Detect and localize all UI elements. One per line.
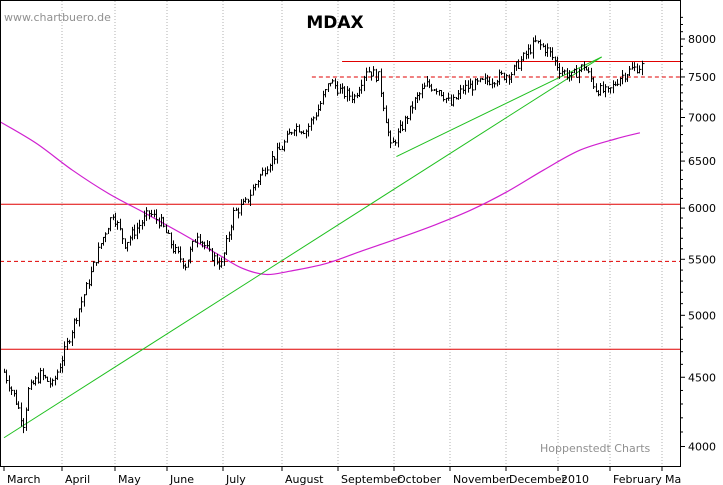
plot-frame bbox=[0, 0, 681, 467]
y-tick-label: 7000 bbox=[688, 112, 716, 125]
price-layer bbox=[4, 35, 645, 434]
x-tick-label: September bbox=[341, 473, 402, 485]
moving-average-layer bbox=[0, 121, 641, 276]
y-tick-label: 6500 bbox=[688, 155, 716, 168]
y-axis: 4000 4500 5000 5500 6000 6500 7000 7500 8000 bbox=[680, 16, 716, 454]
x-tick-label: August bbox=[285, 473, 324, 485]
trendline bbox=[3, 56, 602, 439]
x-axis: March April May June July August SeptemberOcto… bbox=[3, 466, 681, 485]
y-tick-label: 5500 bbox=[688, 253, 716, 266]
credit-label: Hoppenstedt Charts bbox=[540, 442, 651, 455]
y-tick-label: 6000 bbox=[688, 202, 716, 215]
y-tick-label: 8000 bbox=[688, 33, 716, 46]
y-tick-label: 7500 bbox=[688, 71, 716, 84]
y-tick-label: 5000 bbox=[688, 309, 716, 322]
x-tick-label: Ma bbox=[665, 473, 681, 485]
chart-title: MDAX bbox=[306, 13, 363, 33]
horizontal-lines bbox=[0, 60, 680, 350]
moving-average-line bbox=[0, 121, 641, 276]
x-tick-label: December bbox=[509, 473, 567, 485]
x-tick-label: March bbox=[7, 473, 41, 485]
x-tick-label: November bbox=[453, 473, 511, 485]
y-tick-label: 4500 bbox=[688, 371, 716, 384]
x-tick-label: May bbox=[118, 473, 141, 485]
x-tick-label: July bbox=[225, 473, 246, 485]
vertical-grid bbox=[61, 1, 663, 466]
y-tick-label: 4000 bbox=[688, 441, 716, 454]
x-tick-label: June bbox=[169, 473, 194, 485]
x-tick-label: October bbox=[397, 473, 441, 485]
source-label: www.chartbuero.de bbox=[4, 11, 111, 24]
x-tick-label: February bbox=[613, 473, 662, 485]
x-tick-label: April bbox=[65, 473, 90, 485]
x-tick-label: 2010 bbox=[561, 473, 589, 485]
